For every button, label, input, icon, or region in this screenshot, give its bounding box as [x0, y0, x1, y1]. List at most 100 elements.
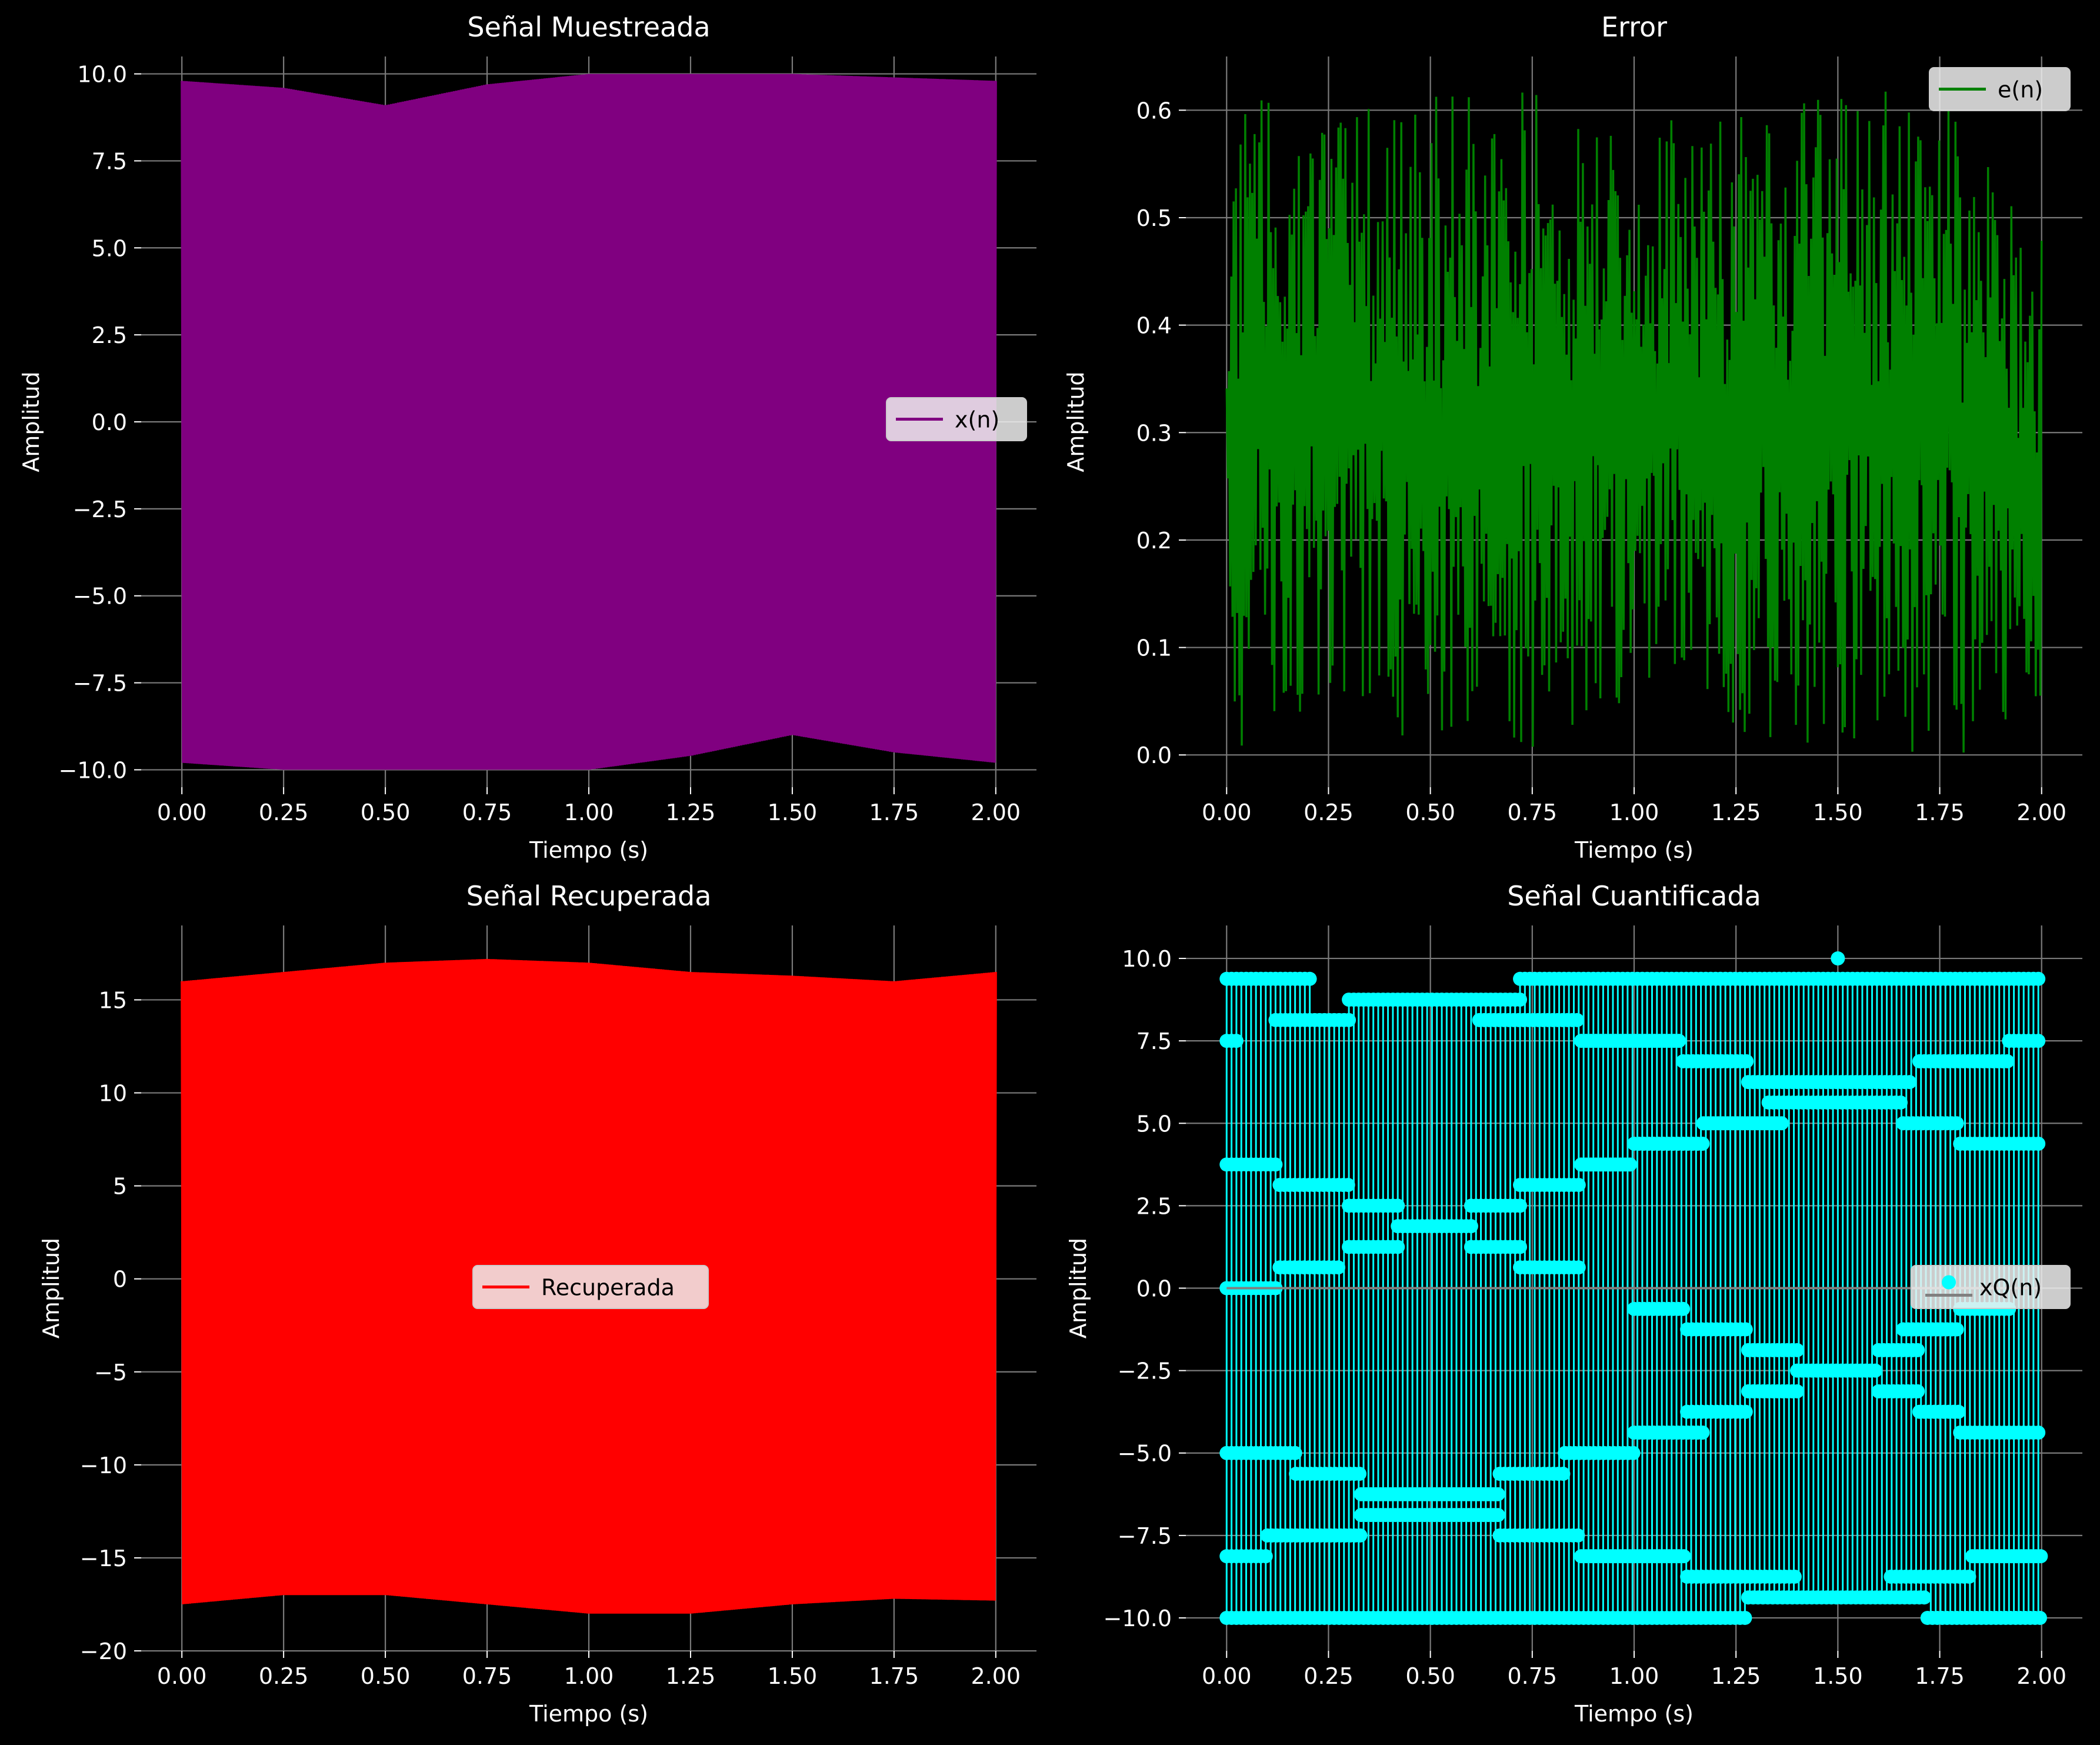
stem-marker	[1513, 993, 1528, 1007]
legend-label: x(n)	[955, 407, 999, 433]
x-tick-label: 1.25	[1711, 800, 1761, 825]
plot-area	[1219, 951, 2048, 1625]
stem-marker	[1962, 1569, 1976, 1584]
stem-marker	[1513, 1198, 1528, 1213]
x-tick-label: 1.00	[1609, 800, 1659, 825]
stem-marker	[1626, 1446, 1641, 1460]
chart-panel-3: 0.00 0.25 0.50 0.75 1.00 1.25 1.50 1.75 2.00 15 10…	[38, 880, 1036, 1727]
series-line-Recuperada	[181, 958, 997, 1614]
stem-marker	[1623, 1157, 1638, 1172]
x-tick-label: 1.75	[869, 1663, 919, 1689]
stem-marker	[1790, 1384, 1805, 1398]
chart-panel-2: 0.00 0.25 0.50 0.75 1.00 1.25 1.50 1.75 2.00 0.6 0…	[1063, 11, 2082, 863]
stem-marker	[1672, 1034, 1686, 1048]
x-tick-label: 1.75	[869, 800, 919, 825]
y-tick-label: 2.5	[1136, 1193, 1172, 1219]
x-tick-label: 0.75	[462, 800, 512, 825]
y-tick-label: 0.0	[92, 409, 127, 435]
y-tick-label: −10	[80, 1453, 127, 1478]
stem-marker	[1352, 1467, 1367, 1481]
stem-marker	[1342, 1013, 1356, 1027]
y-tick-label: 7.5	[92, 148, 127, 174]
x-tick-label: 1.50	[1813, 800, 1863, 825]
stem-marker	[1774, 1116, 1789, 1131]
x-tick-label: 2.00	[971, 1663, 1021, 1689]
y-tick-label: −20	[80, 1639, 127, 1664]
legend-box	[472, 1265, 709, 1309]
stem-marker	[1571, 1528, 1585, 1543]
stem-marker	[1571, 1260, 1586, 1275]
y-tick-label: 5.0	[92, 235, 127, 261]
y-tick-label: 0	[113, 1267, 127, 1293]
y-tick-label: 2.5	[92, 322, 127, 348]
legend-swatch-marker	[1942, 1275, 1956, 1290]
x-tick-label: 1.50	[768, 800, 818, 825]
stem-marker	[1258, 1549, 1273, 1564]
stem-marker	[1911, 1384, 1925, 1398]
x-tick-label: 1.50	[1813, 1663, 1863, 1689]
y-tick-label: −5	[94, 1360, 127, 1386]
legend: xQ(n)	[1911, 1265, 2071, 1309]
stem-marker	[1738, 1322, 1753, 1337]
x-tick-label: 0.75	[1508, 800, 1558, 825]
x-tick-label: 2.00	[2016, 1663, 2066, 1689]
stem-marker	[1676, 1301, 1691, 1316]
legend-label: Recuperada	[541, 1275, 675, 1301]
y-tick-label: 0.2	[1136, 528, 1172, 554]
x-tick-label: 1.00	[564, 1663, 614, 1689]
stem-marker	[1738, 1404, 1753, 1419]
x-axis-label: Tiempo (s)	[1574, 837, 1694, 863]
stem-marker	[1951, 1404, 1966, 1419]
stem-marker	[2031, 971, 2046, 986]
y-tick-label: 10.0	[1122, 946, 1172, 972]
legend-box	[886, 397, 1027, 441]
stem-marker	[1739, 1054, 1754, 1068]
y-tick-label: −10.0	[1104, 1606, 1172, 1631]
stem-marker	[1695, 1137, 1710, 1151]
x-tick-label: 0.00	[1202, 1663, 1252, 1689]
chart-title: Señal Muestreada	[467, 11, 710, 43]
y-tick-label: 0.0	[1136, 742, 1172, 768]
y-tick-label: −2.5	[73, 497, 127, 522]
plot-area	[181, 958, 997, 1614]
stems	[1225, 978, 2039, 1618]
x-tick-label: 0.50	[361, 1663, 411, 1689]
x-tick-label: 1.75	[1915, 800, 1965, 825]
stem-marker	[1894, 1095, 1908, 1110]
x-tick-label: 1.75	[1915, 1663, 1965, 1689]
stem-marker	[1831, 951, 1845, 966]
plot-area	[1225, 91, 2043, 753]
stem-marker	[1917, 1590, 1932, 1605]
y-tick-label: 5	[113, 1174, 127, 1200]
x-tick-label: 0.00	[157, 800, 207, 825]
series-line-x(n)	[181, 74, 997, 770]
stem-marker	[1949, 1116, 1964, 1131]
y-tick-label: −15	[80, 1546, 127, 1571]
stem-marker	[2032, 1610, 2047, 1625]
stem-marker	[1902, 1075, 1917, 1090]
y-tick-label: −5.0	[73, 584, 127, 610]
x-tick-label: 0.25	[259, 800, 309, 825]
y-tick-label: 0.5	[1136, 205, 1172, 231]
stem-marker	[2031, 1034, 2046, 1048]
stem-marker	[1302, 971, 1317, 986]
chart-panel-1: 0.00 0.25 0.50 0.75 1.00 1.25 1.50 1.75 2.00 10.0…	[18, 11, 1036, 863]
stem-marker	[2031, 1137, 2046, 1151]
y-tick-label: 0.6	[1136, 98, 1172, 124]
y-tick-label: 0.3	[1136, 420, 1172, 446]
y-tick-label: −7.5	[1118, 1523, 1172, 1549]
chart-title: Error	[1601, 11, 1667, 43]
y-tick-label: 7.5	[1136, 1028, 1172, 1054]
x-tick-label: 2.00	[2016, 800, 2066, 825]
chart-title: Señal Cuantificada	[1507, 880, 1761, 912]
stem-marker	[1790, 1343, 1805, 1357]
y-tick-label: −2.5	[1118, 1358, 1172, 1384]
chart-title: Señal Recuperada	[466, 880, 712, 912]
stem-markers	[1219, 951, 2048, 1625]
x-tick-label: 1.00	[564, 800, 614, 825]
stem-marker	[1229, 1034, 1244, 1048]
y-tick-label: 15	[99, 987, 127, 1013]
x-tick-label: 0.75	[1508, 1663, 1558, 1689]
stem-marker	[1570, 1013, 1585, 1027]
y-axis-label: Amplitud	[1063, 371, 1089, 472]
